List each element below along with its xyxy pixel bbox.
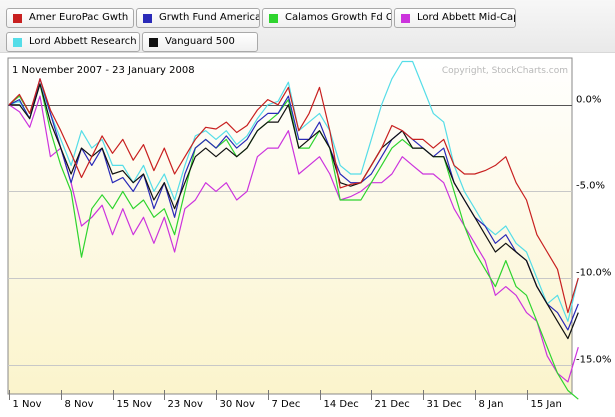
y-tick-label: -15.0%	[576, 355, 611, 366]
y-tick-label: -10.0%	[576, 268, 611, 279]
x-tick-label: 21 Dec	[375, 399, 410, 410]
copyright-watermark: Copyright, StockCharts.com	[442, 66, 568, 76]
legend-item-lord-abbett-mid-cap[interactable]: Lord Abbett Mid-Cap	[394, 8, 516, 28]
legend: Amer EuroPac Gwth Grwth Fund America Calam…	[0, 0, 615, 53]
legend-item-vanguard-500[interactable]: Vanguard 500	[142, 32, 258, 52]
series-line-calamos-growth-fd-cl	[8, 83, 579, 400]
series-line-lord-abbett-mid-cap	[8, 95, 579, 383]
x-tick-label: 15 Jan	[531, 399, 562, 410]
legend-swatch	[269, 14, 278, 23]
x-axis: 1 Nov 8 Nov 15 Nov 23 Nov 30 Nov 7 Dec 14 Dec 2…	[9, 390, 562, 410]
legend-item-grwth-fund-america[interactable]: Grwth Fund America	[136, 8, 260, 28]
series-line-vanguard-500	[9, 83, 579, 340]
x-tick-label: 30 Nov	[220, 399, 256, 410]
x-tick-label: 8 Nov	[65, 399, 94, 410]
legend-item-amer-europac-gwth[interactable]: Amer EuroPac Gwth	[6, 8, 134, 28]
x-tick-label: 14 Dec	[324, 399, 359, 410]
x-tick-label: 1 Nov	[13, 399, 42, 410]
series-line-lord-abbett-research	[8, 60, 579, 322]
legend-item-lord-abbett-research[interactable]: Lord Abbett Research	[6, 32, 140, 52]
legend-label: Vanguard 500	[165, 36, 235, 47]
legend-label: Amer EuroPac Gwth	[29, 12, 129, 23]
legend-swatch	[143, 14, 152, 23]
y-tick-label: -5.0%	[576, 181, 605, 192]
series-line-amer-europac-gwth	[8, 78, 579, 314]
legend-swatch	[13, 14, 22, 23]
y-tick-label: 0.0%	[576, 95, 601, 106]
legend-swatch	[13, 38, 22, 47]
x-tick-label: 23 Nov	[168, 399, 204, 410]
legend-label: Lord Abbett Research	[29, 36, 137, 47]
legend-swatch	[401, 14, 410, 23]
x-tick-label: 15 Nov	[117, 399, 153, 410]
legend-label: Grwth Fund America	[159, 12, 260, 23]
x-tick-label: 7 Dec	[272, 399, 301, 410]
y-axis: 0.0% -5.0% -10.0% -15.0%	[576, 95, 611, 366]
legend-swatch	[149, 38, 158, 47]
date-range-subtitle: 1 November 2007 - 23 January 2008	[12, 65, 195, 76]
legend-label: Lord Abbett Mid-Cap	[417, 12, 516, 23]
legend-item-calamos-growth-fd-cl[interactable]: Calamos Growth Fd Cl	[262, 8, 392, 28]
legend-label: Calamos Growth Fd Cl	[285, 12, 392, 23]
series-lines	[8, 60, 579, 400]
x-tick-label: 31 Dec	[427, 399, 462, 410]
x-tick-label: 8 Jan	[479, 399, 504, 410]
